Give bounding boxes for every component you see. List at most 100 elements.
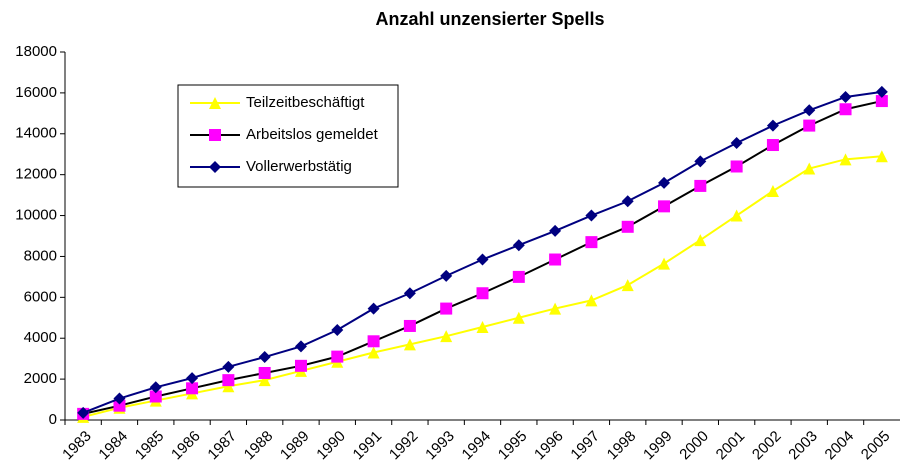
marker (730, 209, 743, 222)
legend-marker (209, 129, 221, 141)
marker (839, 90, 852, 103)
x-tick-label: 1988 (241, 428, 277, 464)
legend-label: Arbeitslos gemeldet (246, 126, 379, 143)
marker (803, 119, 816, 132)
marker (222, 374, 235, 387)
marker (222, 380, 235, 393)
marker (549, 302, 562, 315)
marker (113, 392, 126, 405)
y-tick-label: 2000 (24, 370, 57, 387)
legend-label: Vollerwerbstätig (246, 158, 352, 175)
marker (476, 253, 489, 266)
x-tick-label: 1998 (604, 428, 640, 464)
marker (839, 103, 852, 116)
marker (766, 185, 779, 198)
x-tick-label: 2005 (858, 428, 894, 464)
legend-label: Teilzeitbeschäftigt (246, 94, 365, 111)
marker (658, 200, 671, 213)
x-tick-label: 1985 (132, 428, 168, 464)
marker (658, 176, 671, 189)
y-tick-label: 4000 (24, 329, 57, 346)
marker (694, 234, 707, 247)
x-tick-label: 1996 (531, 428, 567, 464)
marker (403, 319, 416, 332)
marker (658, 257, 671, 270)
marker (294, 340, 307, 353)
marker (585, 236, 598, 249)
marker (367, 302, 380, 315)
marker (258, 374, 271, 387)
marker (476, 320, 489, 333)
marker (294, 359, 307, 372)
x-tick-label: 1983 (59, 428, 95, 464)
x-tick-label: 2004 (822, 428, 858, 464)
marker (331, 350, 344, 363)
chart-title: Anzahl unzensierter Spells (375, 9, 604, 29)
marker (331, 324, 344, 337)
marker (875, 85, 888, 98)
y-tick-label: 10000 (15, 207, 57, 224)
x-tick-label: 2003 (785, 428, 821, 464)
marker (367, 335, 380, 348)
marker (694, 179, 707, 192)
marker (621, 220, 634, 233)
marker (77, 406, 90, 419)
marker (621, 279, 634, 292)
marker (512, 239, 525, 252)
y-tick-label: 16000 (15, 84, 57, 101)
marker (367, 346, 380, 359)
marker (222, 360, 235, 373)
marker (694, 155, 707, 168)
marker (766, 119, 779, 132)
x-tick-label: 1990 (313, 428, 349, 464)
marker (476, 287, 489, 300)
marker (512, 270, 525, 283)
legend-marker (209, 97, 221, 109)
marker (875, 95, 888, 108)
x-tick-label: 1987 (204, 428, 240, 464)
marker (875, 150, 888, 163)
marker (403, 338, 416, 351)
y-tick-label: 6000 (24, 288, 57, 305)
x-tick-label: 1989 (277, 428, 313, 464)
marker (585, 294, 598, 307)
marker (258, 351, 271, 364)
x-tick-label: 1995 (495, 428, 531, 464)
series-line (82, 155, 882, 418)
marker (803, 162, 816, 175)
x-tick-label: 2001 (713, 428, 749, 464)
x-tick-label: 1991 (350, 428, 386, 464)
x-tick-label: 1994 (459, 428, 495, 464)
y-tick-label: 18000 (15, 43, 57, 60)
marker (186, 382, 199, 395)
marker (730, 160, 743, 173)
x-tick-label: 1993 (422, 428, 458, 464)
y-tick-label: 14000 (15, 125, 57, 142)
marker (512, 311, 525, 324)
marker (549, 224, 562, 237)
x-tick-label: 1997 (567, 428, 603, 464)
y-tick-label: 12000 (15, 166, 57, 183)
x-tick-label: 1992 (386, 428, 422, 464)
marker (766, 139, 779, 152)
marker (258, 366, 271, 379)
x-tick-label: 2002 (749, 428, 785, 464)
marker (403, 287, 416, 300)
marker (803, 104, 816, 117)
marker (440, 302, 453, 315)
x-tick-label: 1999 (640, 428, 676, 464)
x-tick-label: 1984 (95, 428, 131, 464)
x-tick-label: 2000 (676, 428, 712, 464)
marker (440, 269, 453, 282)
marker (440, 330, 453, 343)
marker (839, 153, 852, 166)
y-tick-label: 0 (49, 411, 57, 428)
marker (186, 372, 199, 385)
marker (585, 209, 598, 222)
marker (621, 195, 634, 208)
y-tick-label: 8000 (24, 247, 57, 264)
marker (113, 399, 126, 412)
marker (149, 381, 162, 394)
marker (149, 390, 162, 403)
